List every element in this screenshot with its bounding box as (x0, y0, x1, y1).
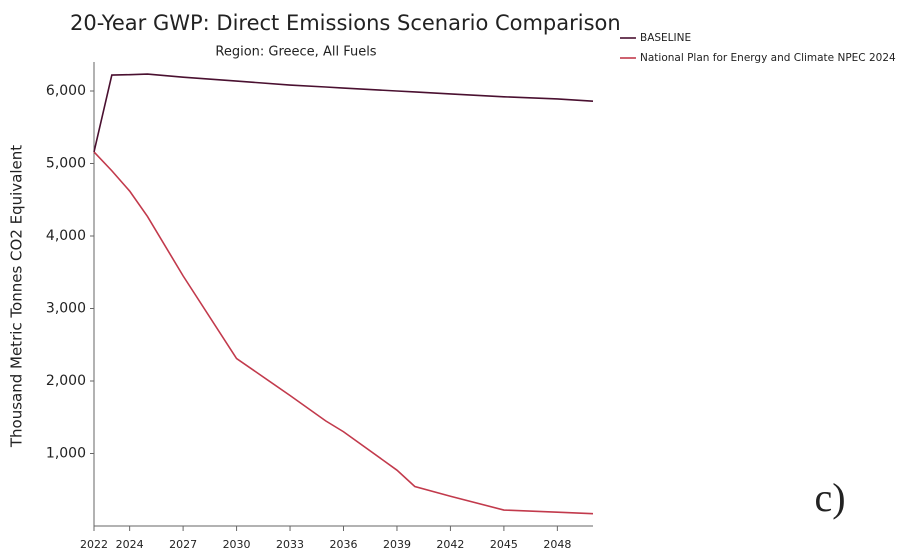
y-axis-label: Thousand Metric Tonnes CO2 Equivalent (8, 145, 26, 448)
y-tick-label: 5,000 (46, 156, 86, 172)
series-line (93, 73, 594, 153)
y-tick-label: 3,000 (46, 301, 86, 317)
x-tick-label: 2022 (80, 538, 108, 551)
panel-label: c) (814, 475, 845, 520)
x-tick-label: 2045 (490, 538, 518, 551)
x-tick-label: 2027 (169, 538, 197, 551)
legend-label: BASELINE (640, 32, 691, 44)
x-tick-label: 2036 (330, 538, 358, 551)
y-tick-label: 2,000 (46, 373, 86, 389)
x-tick-label: 2039 (383, 538, 411, 551)
chart-title: 20-Year GWP: Direct Emissions Scenario C… (70, 11, 621, 35)
x-tick-label: 2024 (116, 538, 144, 551)
y-tick-label: 1,000 (46, 446, 86, 462)
chart-subtitle: Region: Greece, All Fuels (215, 45, 376, 60)
y-tick-label: 4,000 (46, 228, 86, 244)
series-line (93, 151, 594, 515)
x-tick-label: 2033 (276, 538, 304, 551)
legend-label: National Plan for Energy and Climate NPE… (640, 52, 896, 64)
x-tick-label: 2042 (436, 538, 464, 551)
x-tick-label: 2030 (223, 538, 251, 551)
y-tick-label: 6,000 (46, 83, 86, 99)
x-tick-label: 2048 (543, 538, 571, 551)
